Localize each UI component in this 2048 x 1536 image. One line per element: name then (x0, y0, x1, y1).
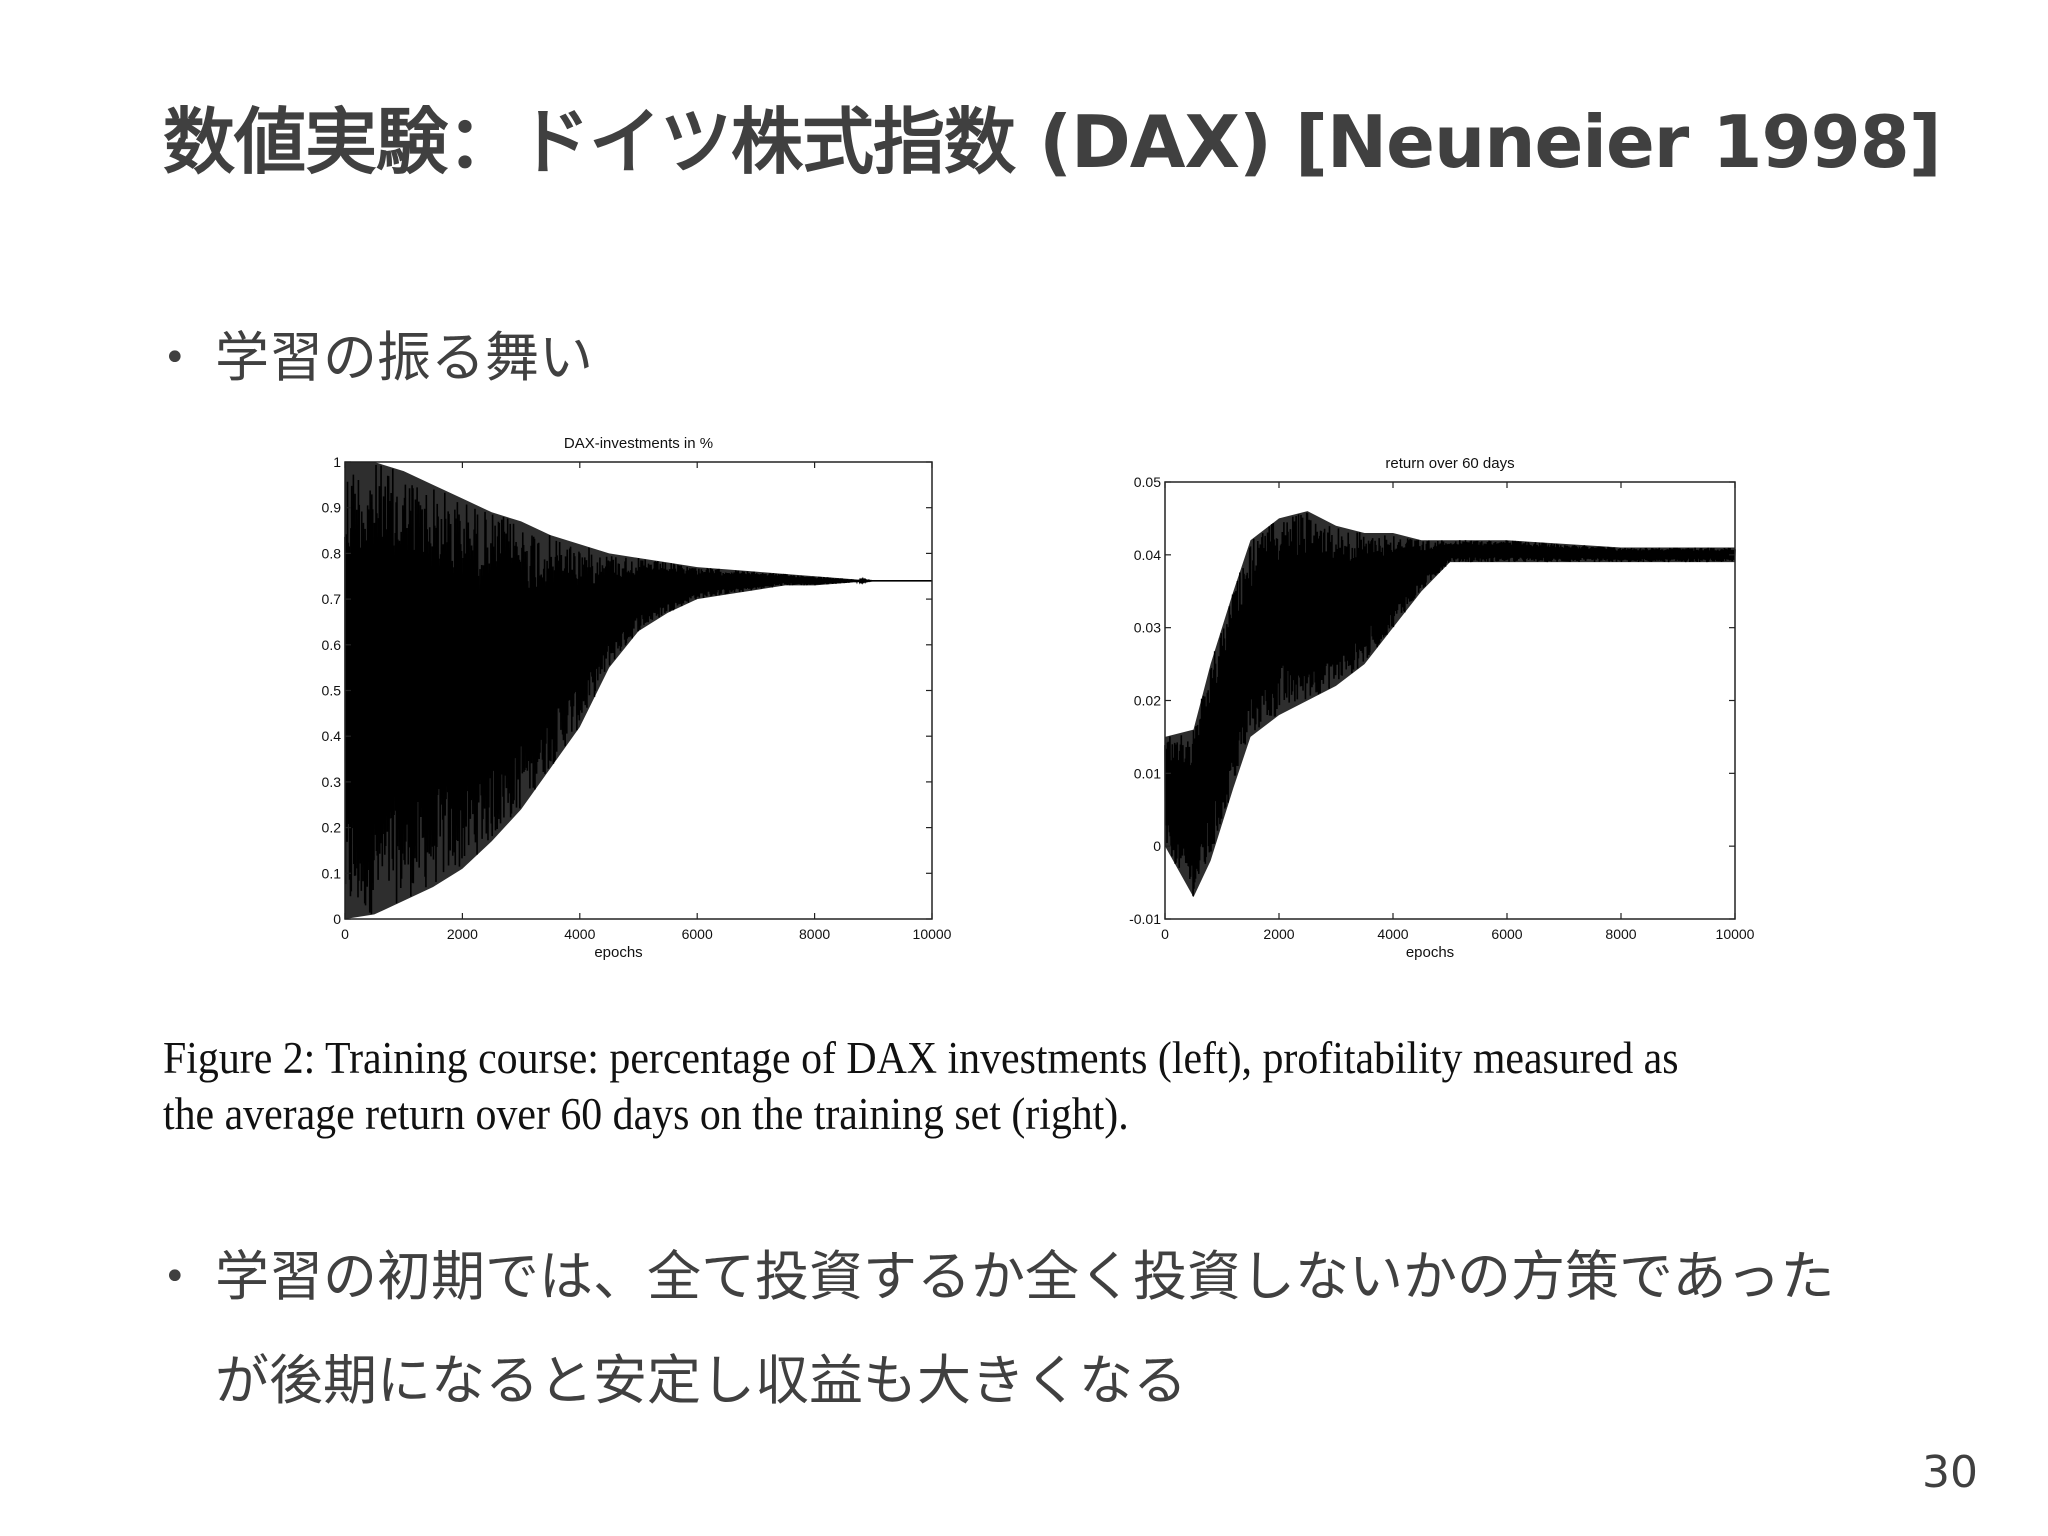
x-tick-label: 2000 (447, 926, 478, 942)
y-tick-label: 0.2 (322, 820, 342, 836)
y-tick-label: 0.6 (322, 637, 342, 653)
x-axis-label: epochs (594, 944, 642, 961)
x-tick-label: 8000 (799, 926, 830, 942)
slide-title: 数値実験：ドイツ株式指数 (DAX) [Neuneier 1998] (163, 100, 1942, 184)
bullet-text-continued: が後期になると安定し収益も大きくなる (215, 1349, 1187, 1412)
chart-title: return over 60 days (1385, 455, 1514, 472)
x-tick-label: 10000 (913, 926, 952, 942)
caption-line-1: Figure 2: Training course: percentage of… (163, 1033, 1679, 1083)
y-tick-label: 0.3 (322, 774, 342, 790)
x-tick-label: 0 (341, 926, 349, 942)
y-tick-label: 0 (333, 911, 341, 927)
y-tick-label: 0.9 (322, 500, 342, 516)
y-tick-label: 1 (333, 454, 341, 470)
bullet-marker: • (163, 335, 187, 381)
x-tick-label: 8000 (1605, 926, 1636, 942)
y-tick-label: 0.4 (322, 728, 342, 744)
page-number: 30 (1922, 1447, 1978, 1498)
y-tick-label: 0.7 (322, 591, 342, 607)
chart-dax-investments: DAX-investments in %0 2000 4000 6000 8000 100… (322, 435, 952, 961)
y-tick-label: 0 (1153, 838, 1161, 854)
x-axis-label: epochs (1406, 944, 1454, 961)
bullet-item: • 学習の初期では、全て投資するか全く投資しないかの方策であった が後期になると… (163, 1225, 1834, 1433)
x-tick-label: 6000 (1491, 926, 1522, 942)
bullet-text: 学習の振る舞い (215, 326, 593, 389)
y-tick-label: 0.8 (322, 545, 342, 561)
x-tick-label: 6000 (682, 926, 713, 942)
bullet-text: 学習の初期では、全て投資するか全く投資しないかの方策であった (215, 1245, 1835, 1308)
data-series-band (1165, 511, 1735, 898)
y-tick-label: 0.03 (1134, 620, 1161, 636)
figure: DAX-investments in % 0 2000 4000 6000 8000 100… (300, 420, 1780, 980)
bullet-marker: • (163, 1254, 187, 1300)
y-tick-label: -0.01 (1129, 911, 1161, 927)
chart-return-over-60-days: return over 60 days 0 2000 4000 6000 8000 1000… (1129, 455, 1755, 961)
caption-line-2: the average return over 60 days on the t… (163, 1089, 1129, 1139)
x-tick-label: 4000 (1377, 926, 1408, 942)
x-tick-label: 4000 (564, 926, 595, 942)
chart-title: DAX-investments in % (564, 435, 713, 452)
x-tick-label: 0 (1161, 926, 1169, 942)
data-series-band (345, 462, 932, 919)
figure-svg: DAX-investments in %0 2000 4000 6000 8000 100… (322, 435, 1755, 961)
y-tick-label: 0.02 (1134, 693, 1161, 709)
bullet-item: • 学習の振る舞い (163, 306, 593, 410)
x-tick-label: 2000 (1263, 926, 1294, 942)
y-tick-label: 0.1 (322, 865, 342, 881)
y-tick-label: 0.05 (1134, 474, 1161, 490)
figure-caption: Figure 2: Training course: percentage of… (163, 1030, 1818, 1142)
y-tick-label: 0.5 (322, 683, 342, 699)
y-tick-label: 0.01 (1134, 765, 1161, 781)
x-tick-label: 10000 (1716, 926, 1755, 942)
y-tick-label: 0.04 (1134, 547, 1161, 563)
